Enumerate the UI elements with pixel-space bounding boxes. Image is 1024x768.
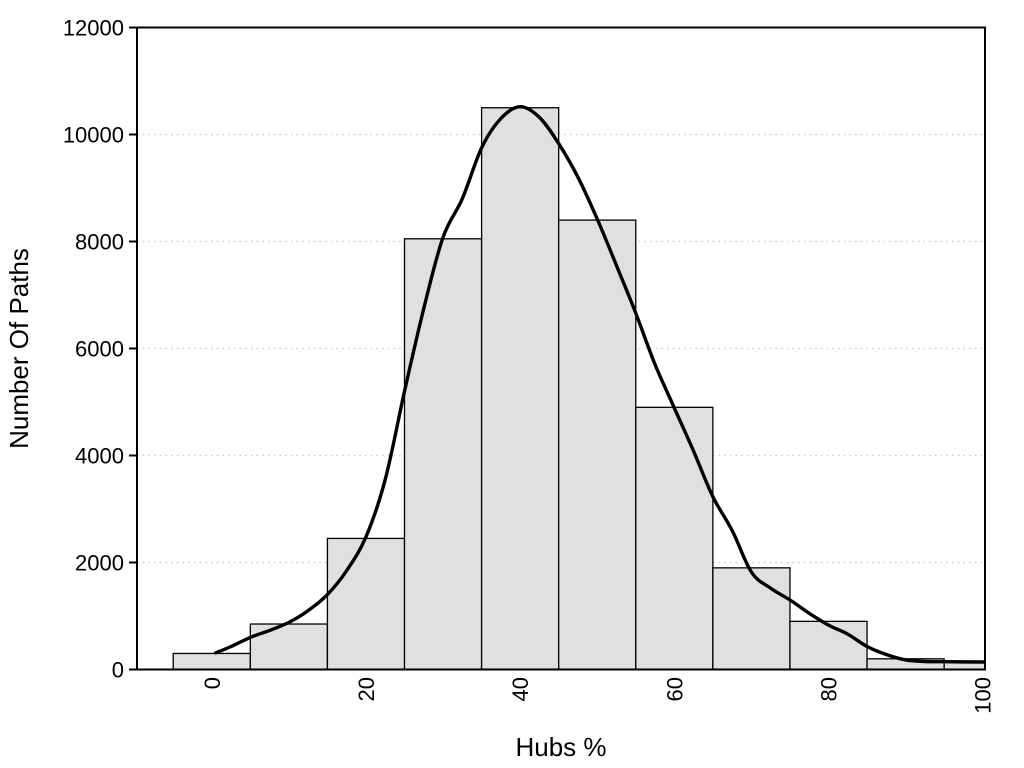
x-tick-label: 0 (200, 677, 225, 689)
histogram-bar (326, 537, 406, 670)
density-curve (213, 105, 985, 664)
y-tick-label: 8000 (75, 230, 124, 255)
histogram-bar (635, 406, 714, 670)
y-tick-label: 6000 (75, 337, 124, 362)
y-axis-title: Number Of Paths (4, 248, 34, 449)
x-tick-label: 40 (508, 677, 533, 701)
histogram-bar (558, 219, 637, 670)
y-tick-label: 10000 (63, 123, 124, 148)
y-tick-label: 4000 (75, 444, 124, 469)
x-axis-title: Hubs % (515, 732, 606, 762)
x-tick-label: 80 (817, 677, 842, 701)
x-tick-label: 20 (354, 677, 379, 701)
x-tick-label: 100 (971, 677, 996, 714)
histogram-bar (403, 238, 483, 670)
y-tick-label: 12000 (63, 16, 124, 41)
histogram-bar (789, 620, 868, 670)
histogram-bar (480, 107, 560, 670)
histogram-bar (249, 623, 329, 670)
x-tick-label: 60 (662, 677, 687, 701)
y-tick-label: 0 (112, 658, 124, 683)
histogram-bar (712, 567, 791, 670)
y-tick-label: 2000 (75, 551, 124, 576)
histogram-bar (172, 652, 251, 670)
plot-area: 0 2000 4000 6000 8000 10000 12000 0 20 40 60 80 100 (63, 16, 996, 714)
